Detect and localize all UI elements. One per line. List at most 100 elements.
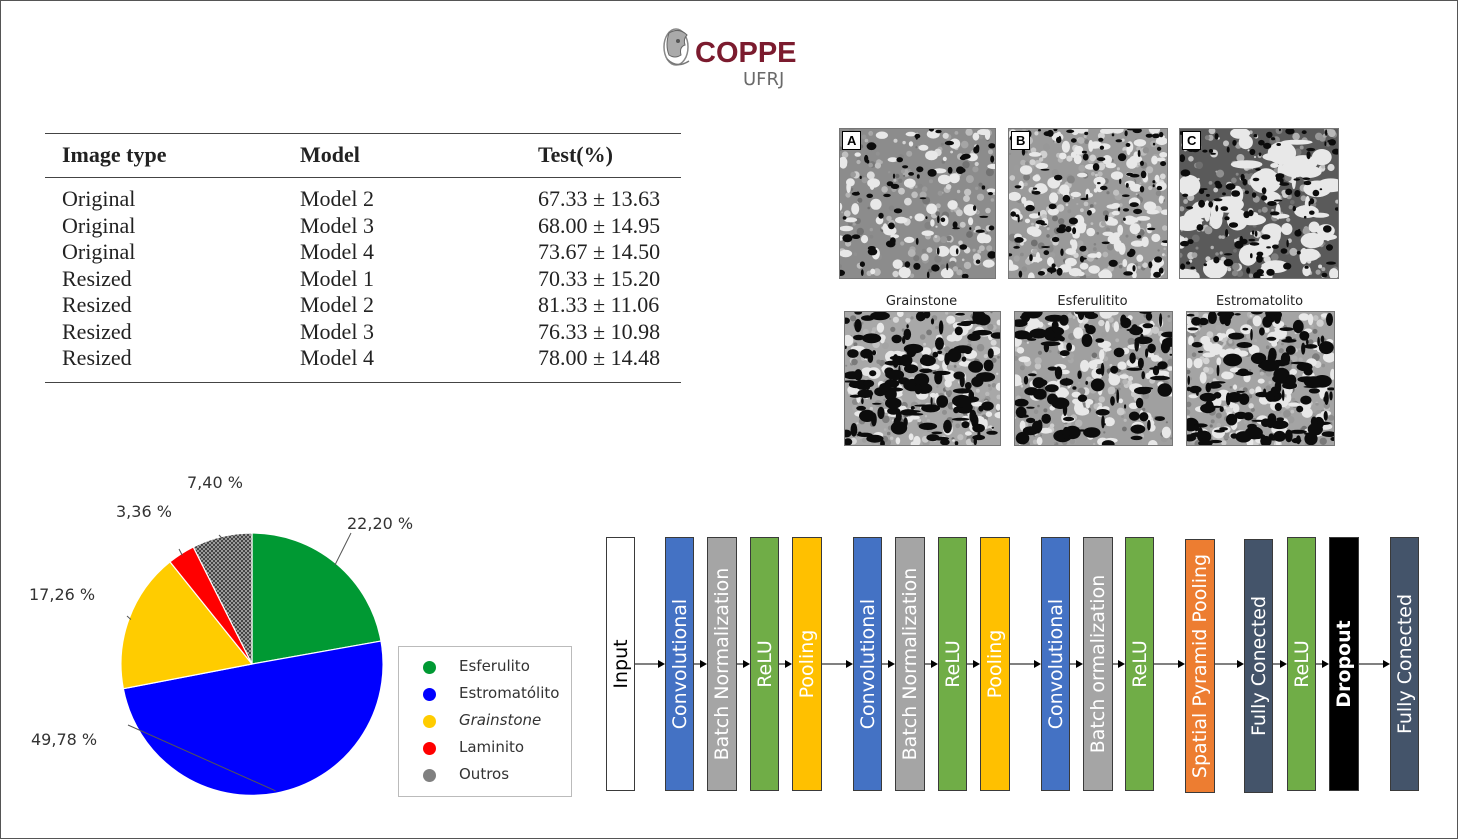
- layer-label: Pooling: [984, 629, 1006, 699]
- cell-image-type: Resized: [62, 292, 132, 317]
- arrowhead-icon: [973, 660, 980, 668]
- layer-label: Batch Normalization: [899, 567, 921, 761]
- legend-swatch-icon: [423, 688, 436, 701]
- logo-subtitle: UFRJ: [743, 69, 785, 90]
- cell-test: 81.33 ± 11.06: [538, 292, 660, 317]
- pie-leader-line: [334, 532, 352, 566]
- table-row: Resized Model 4 78.00 ± 14.48: [45, 345, 681, 372]
- layer-block-batch-ormalization: Batch ormalization: [1083, 537, 1113, 791]
- layer-label: Fully Conected: [1393, 593, 1416, 735]
- arrowhead-icon: [1118, 660, 1125, 668]
- cell-model: Model 3: [300, 212, 374, 238]
- micrograph-texture: [1015, 312, 1172, 445]
- micrograph-caption: Grainstone: [885, 294, 958, 309]
- legend-swatch-icon: [423, 742, 436, 755]
- layer-block-convolutional: Convolutional: [665, 537, 694, 791]
- pie-chart: [120, 532, 384, 796]
- legend-swatch-icon: [423, 715, 436, 728]
- micrograph-label: A: [842, 131, 862, 150]
- pie-slice-grainstone: [120, 560, 254, 690]
- layer-label: ReLU: [753, 640, 776, 688]
- layer-block-pooling: Pooling: [792, 537, 822, 791]
- cell-image-type: Resized: [62, 265, 132, 291]
- cell-test: 73.67 ± 14.50: [538, 239, 661, 264]
- arrowhead-icon: [785, 660, 792, 668]
- table-top-rule: [45, 133, 681, 134]
- micrograph-estromatolito: [1186, 311, 1335, 446]
- micrograph-esferulitito: [1014, 311, 1173, 446]
- legend-label: Estromatólito: [459, 684, 560, 702]
- cell-model: Model 2: [300, 186, 374, 211]
- legend-label: Esferulito: [459, 657, 530, 675]
- results-table: Image type Model Test(%) Original Model 2…: [45, 133, 681, 383]
- table-row: Resized Model 2 81.33 ± 11.06: [45, 292, 681, 319]
- micrograph-grainstone: [844, 311, 1001, 446]
- micrograph-label: B: [1011, 131, 1031, 150]
- arrowhead-icon: [1280, 660, 1287, 668]
- micrograph-label: C: [1182, 131, 1202, 150]
- pie-slice-estromatólito: [122, 640, 384, 796]
- micrograph-texture: [1009, 129, 1167, 278]
- arrowhead-icon: [1034, 660, 1041, 668]
- layer-block-relu: ReLU: [1287, 537, 1316, 791]
- layer-label: Dropout: [1333, 620, 1355, 708]
- cell-test: 78.00 ± 14.48: [538, 345, 661, 370]
- cell-test: 76.33 ± 10.98: [538, 318, 661, 344]
- micrograph-texture: [840, 129, 995, 278]
- table-header-rule: [45, 177, 681, 178]
- pie-value-label: 17,26 %: [29, 585, 96, 604]
- layer-block-batch-normalization: Batch Normalization: [895, 537, 925, 791]
- arrowhead-icon: [1322, 660, 1329, 668]
- pie-leader-line: [127, 724, 276, 792]
- micrograph-texture: [845, 312, 1000, 445]
- arrowhead-icon: [1076, 660, 1083, 668]
- cell-image-type: Original: [62, 239, 136, 264]
- layer-label: Pooling: [796, 629, 818, 699]
- layer-label: ReLU: [941, 640, 964, 688]
- arrowhead-icon: [1237, 660, 1244, 668]
- layer-block-pooling: Pooling: [980, 537, 1010, 791]
- layer-label: Input: [609, 639, 632, 689]
- pie-value-label: 3,36 %: [116, 502, 172, 521]
- header-image-type: Image type: [62, 142, 167, 167]
- pie-value-label: 22,20 %: [347, 514, 414, 533]
- micrograph-caption: Estromatolito: [1215, 294, 1304, 309]
- cnn-architecture-diagram: Input Convolutional Batch Normalization ReL…: [601, 531, 1431, 801]
- arrowhead-icon: [1383, 660, 1390, 668]
- layer-label: Batch Normalization: [711, 567, 733, 761]
- table-bottom-rule: [45, 381, 681, 383]
- arrowhead-icon: [700, 660, 707, 668]
- arrowhead-icon: [931, 660, 938, 668]
- cell-test: 67.33 ± 13.63: [538, 186, 661, 211]
- arrowhead-icon: [888, 660, 895, 668]
- legend-label: Grainstone: [459, 711, 542, 729]
- cell-model: Model 1: [300, 265, 374, 291]
- layer-block-relu: ReLU: [1125, 537, 1154, 791]
- layer-label: ReLU: [1128, 640, 1151, 688]
- table-row: Original Model 3 68.00 ± 14.95: [45, 213, 681, 240]
- legend-item: Laminito: [399, 736, 569, 762]
- layer-block-fully-conected: Fully Conected: [1390, 537, 1419, 791]
- legend-item: Grainstone: [399, 709, 569, 735]
- cell-image-type: Resized: [62, 345, 132, 370]
- micrograph-a: A: [839, 128, 996, 279]
- table-row: Resized Model 3 76.33 ± 10.98: [45, 319, 681, 346]
- header-model: Model: [300, 142, 360, 167]
- logo-name: COPPE: [695, 37, 797, 69]
- coppe-emblem-icon: [663, 28, 690, 66]
- cell-image-type: Resized: [62, 318, 132, 344]
- layer-block-relu: ReLU: [938, 537, 967, 791]
- legend-swatch-icon: [423, 769, 436, 782]
- layer-label: ReLU: [1290, 640, 1313, 688]
- architecture-arrows: [635, 660, 1390, 668]
- micrograph-c: C: [1179, 128, 1339, 279]
- micrograph-caption: Esferulitito: [1057, 294, 1128, 309]
- arrowhead-icon: [658, 660, 665, 668]
- cell-model: Model 4: [300, 345, 374, 370]
- header-test: Test(%): [538, 142, 613, 167]
- pie-slice-outros: [192, 532, 253, 665]
- layer-block-input: Input: [606, 537, 635, 791]
- layer-block-dropout: Dropout: [1329, 537, 1359, 791]
- legend-item: Esferulito: [399, 655, 569, 681]
- table-header: Image type Model Test(%): [45, 134, 681, 177]
